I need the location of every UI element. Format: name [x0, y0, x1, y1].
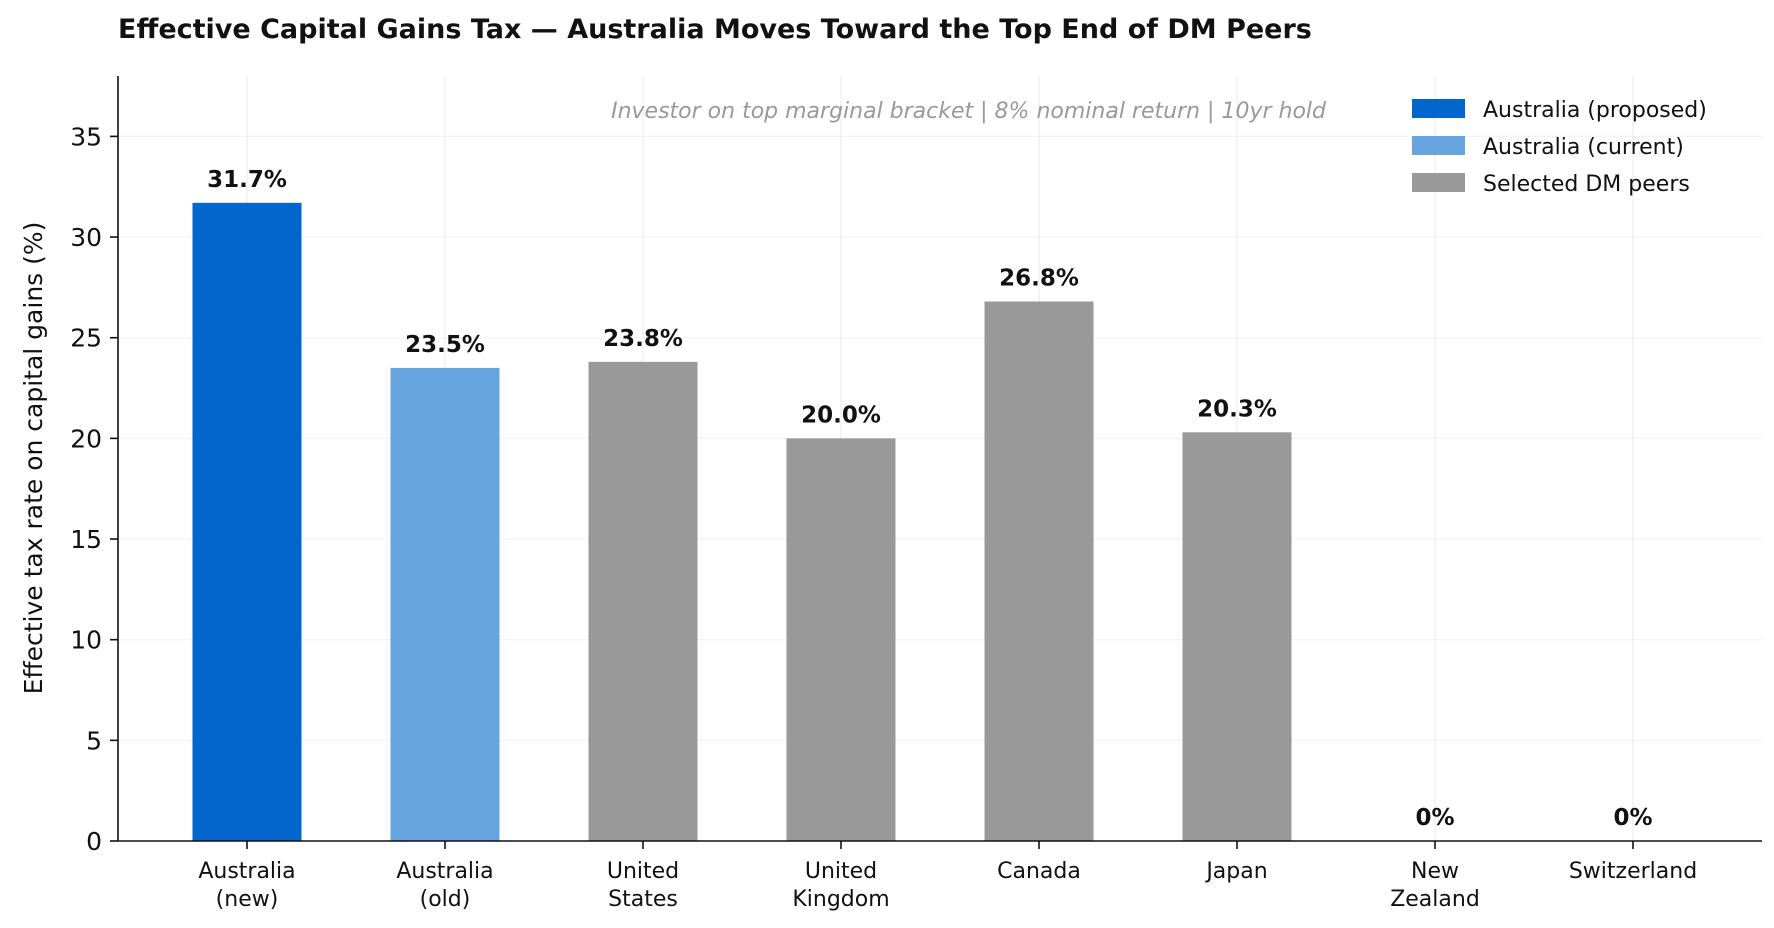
bar [588, 361, 698, 841]
bar-value-label: 0% [1613, 805, 1652, 831]
bar-value-label: 31.7% [207, 167, 287, 193]
x-tick-label: United Kingdom [792, 859, 889, 912]
bar [984, 301, 1094, 841]
x-tick-label: Japan [1204, 859, 1267, 884]
x-tick-label: Australia (new) [198, 859, 295, 912]
legend-label: Selected DM peers [1483, 172, 1690, 197]
x-tick-label: New Zealand [1390, 859, 1480, 912]
y-tick-label: 0 [86, 827, 102, 856]
bar [1182, 432, 1292, 841]
bar-value-label: 20.3% [1197, 396, 1277, 422]
y-tick-label: 5 [86, 726, 102, 755]
bar-value-label: 26.8% [999, 265, 1079, 291]
x-tick-label-line: Kingdom [792, 887, 889, 912]
x-tick-label-line: Zealand [1390, 887, 1480, 912]
x-tick-label-line: United [805, 859, 877, 884]
x-tick-label-line: States [608, 887, 678, 912]
x-tick-label: Australia (old) [396, 859, 493, 912]
bar [390, 367, 500, 841]
chart-subtitle: Investor on top marginal bracket | 8% no… [611, 99, 1327, 124]
x-tick-label: Switzerland [1569, 859, 1697, 884]
x-tick-label-line: Canada [997, 859, 1081, 884]
labels-layer: 31.7% 23.5% 23.8% 20.0% 26.8% 20.3% 0% 0% [207, 167, 1652, 831]
bar-value-label: 23.5% [405, 332, 485, 358]
legend-swatch [1412, 136, 1465, 155]
legend-label: Australia (proposed) [1483, 98, 1707, 123]
x-tick-label-line: New [1411, 859, 1459, 884]
bars-layer [192, 202, 1292, 841]
x-tick-label-line: Switzerland [1569, 859, 1697, 884]
x-tick-label-line: Australia [396, 859, 493, 884]
y-tick-label: 25 [70, 324, 102, 353]
bar-value-label: 20.0% [801, 402, 881, 428]
x-tick-label: United States [607, 859, 679, 912]
chart-title: Effective Capital Gains Tax — Australia … [118, 14, 1312, 45]
y-tick-label: 30 [70, 223, 102, 252]
x-tick-label-line: Australia [198, 859, 295, 884]
x-tick-label: Canada [997, 859, 1081, 884]
bar-value-label: 23.8% [603, 326, 683, 352]
bar-value-label: 0% [1415, 805, 1454, 831]
bar [192, 202, 302, 841]
x-tick-label-line: United [607, 859, 679, 884]
x-tick-label-line: Japan [1204, 859, 1267, 884]
x-tick-label-line: (new) [216, 887, 279, 912]
y-axis-label: Effective tax rate on capital gains (%) [19, 222, 48, 695]
axes-layer: 0 5 10 15 20 25 30 35 Australia (new) Australia (ol… [70, 76, 1762, 912]
legend: Australia (proposed) Australia (current) S… [1412, 98, 1707, 197]
y-tick-label: 20 [70, 424, 102, 453]
legend-swatch [1412, 173, 1465, 192]
bar [786, 438, 896, 841]
y-tick-label: 35 [70, 122, 102, 151]
y-tick-label: 15 [70, 525, 102, 554]
legend-label: Australia (current) [1483, 135, 1684, 160]
x-tick-label-line: (old) [420, 887, 471, 912]
y-tick-label: 10 [70, 626, 102, 655]
legend-swatch [1412, 99, 1465, 118]
